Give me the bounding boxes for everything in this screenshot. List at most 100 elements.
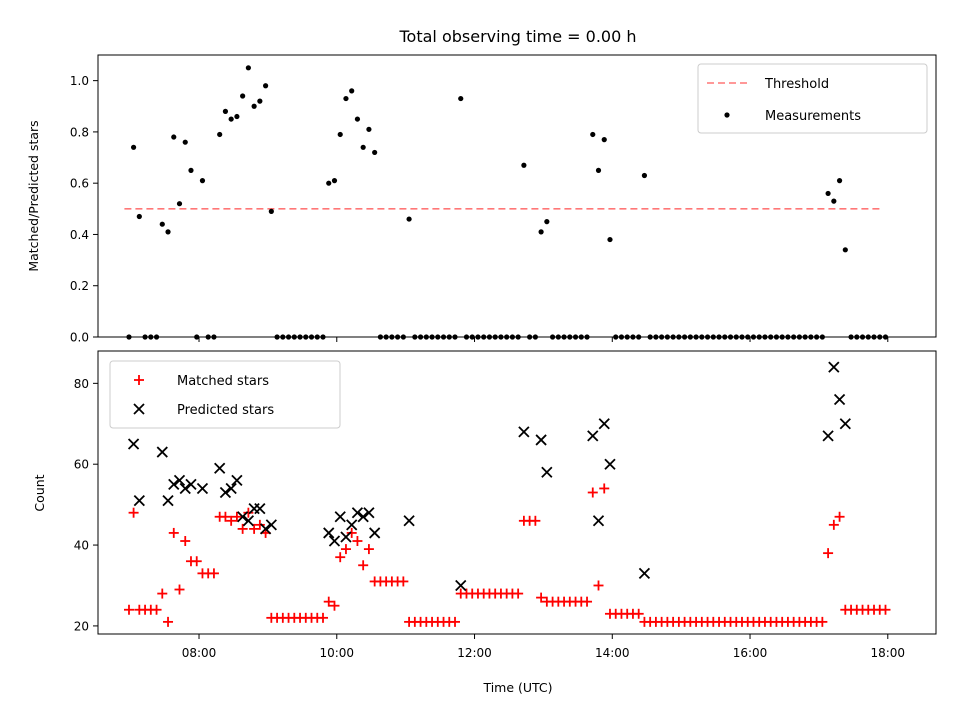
measurement-point bbox=[825, 190, 831, 197]
y-tick-label: 40 bbox=[74, 539, 89, 553]
predicted-point bbox=[334, 511, 346, 523]
measurement-point bbox=[670, 334, 676, 340]
predicted-point bbox=[219, 486, 232, 499]
cross-b bbox=[173, 474, 186, 487]
matched-point bbox=[191, 556, 202, 567]
measurement-point bbox=[664, 334, 670, 340]
cross-b bbox=[340, 531, 352, 543]
matched-point bbox=[128, 507, 139, 518]
predicted-point bbox=[214, 462, 226, 474]
cross-b bbox=[127, 438, 140, 450]
cross-b bbox=[592, 515, 605, 527]
cross-b bbox=[242, 515, 255, 527]
measurement-point bbox=[142, 334, 148, 340]
measurement-point bbox=[808, 334, 814, 340]
measurement-point bbox=[240, 93, 246, 99]
predicted-point bbox=[828, 361, 840, 373]
measurement-point bbox=[527, 334, 533, 340]
measurement-point bbox=[423, 334, 429, 340]
measurement-point bbox=[779, 334, 785, 340]
measurement-point bbox=[618, 334, 625, 340]
bottom-legend-box bbox=[109, 360, 341, 429]
measurement-point bbox=[469, 334, 475, 340]
matched-points bbox=[123, 483, 891, 627]
predicted-point bbox=[604, 458, 616, 470]
measurement-point bbox=[561, 334, 567, 340]
matched-point bbox=[174, 584, 185, 595]
legend-measurements-label: Measurements bbox=[765, 109, 861, 124]
measurement-point bbox=[280, 334, 286, 340]
measurement-point bbox=[463, 334, 470, 340]
y-tick-label: 1.0 bbox=[70, 74, 89, 88]
measurement-point bbox=[532, 334, 538, 340]
legend-measurements-swatch bbox=[724, 112, 730, 118]
matched-point bbox=[335, 552, 346, 563]
measurement-point bbox=[320, 334, 326, 340]
measurement-point bbox=[601, 137, 607, 143]
matched-point bbox=[834, 511, 845, 522]
cross-b bbox=[254, 503, 266, 515]
bottom-plot-area bbox=[97, 350, 937, 635]
matched-point bbox=[398, 576, 409, 587]
measurement-point bbox=[624, 334, 630, 340]
cross-b bbox=[162, 494, 174, 507]
measurement-point bbox=[630, 334, 636, 340]
predicted-point bbox=[168, 478, 180, 491]
measurement-point bbox=[785, 334, 791, 340]
cross-b bbox=[323, 527, 335, 539]
matched-point bbox=[180, 536, 191, 547]
top-legend: Threshold Measurements bbox=[697, 63, 928, 134]
measurement-point bbox=[297, 334, 303, 340]
cross-b bbox=[535, 434, 547, 446]
predicted-point bbox=[592, 515, 605, 527]
measurement-point bbox=[211, 334, 217, 340]
predicted-point bbox=[839, 418, 851, 430]
predicted-point bbox=[346, 519, 358, 531]
measurement-points bbox=[126, 65, 889, 340]
y-tick-label: 60 bbox=[74, 458, 89, 472]
cross-b bbox=[133, 403, 145, 415]
measurement-point bbox=[854, 334, 860, 340]
predicted-point bbox=[328, 535, 341, 547]
cross-b bbox=[541, 466, 553, 478]
measurement-point bbox=[148, 334, 154, 340]
measurement-point bbox=[877, 334, 883, 340]
matched-point bbox=[363, 544, 374, 555]
measurement-point bbox=[871, 334, 877, 340]
cross-b bbox=[214, 462, 226, 474]
measurement-point bbox=[257, 98, 263, 104]
cross-b bbox=[518, 426, 530, 438]
predicted-point bbox=[403, 515, 415, 527]
measurement-point bbox=[354, 116, 361, 122]
measurement-point bbox=[814, 334, 820, 340]
measurement-point bbox=[687, 334, 693, 340]
measurement-point bbox=[199, 178, 206, 184]
measurement-point bbox=[217, 131, 223, 138]
matched-point bbox=[254, 519, 265, 530]
cross-b bbox=[168, 478, 180, 491]
predicted-point bbox=[242, 515, 255, 527]
measurement-point bbox=[590, 131, 596, 138]
measurement-point bbox=[245, 65, 251, 71]
predicted-point bbox=[822, 430, 834, 442]
predicted-point bbox=[340, 531, 352, 543]
cross-b bbox=[638, 567, 651, 579]
measurement-point bbox=[710, 334, 716, 340]
matched-point bbox=[329, 600, 340, 611]
measurement-point bbox=[762, 334, 768, 340]
matched-point bbox=[593, 580, 604, 591]
measurement-point bbox=[676, 334, 682, 340]
measurement-point bbox=[882, 334, 889, 340]
measurement-point bbox=[555, 334, 561, 340]
measurement-point bbox=[791, 334, 797, 340]
chart-title: Total observing time = 0.00 h bbox=[398, 27, 636, 46]
measurement-point bbox=[377, 334, 383, 340]
matched-point bbox=[208, 568, 219, 579]
measurement-point bbox=[509, 334, 516, 340]
matched-point bbox=[536, 592, 547, 603]
measurement-point bbox=[159, 221, 165, 227]
predicted-point bbox=[518, 426, 530, 438]
measurement-point bbox=[268, 208, 274, 214]
